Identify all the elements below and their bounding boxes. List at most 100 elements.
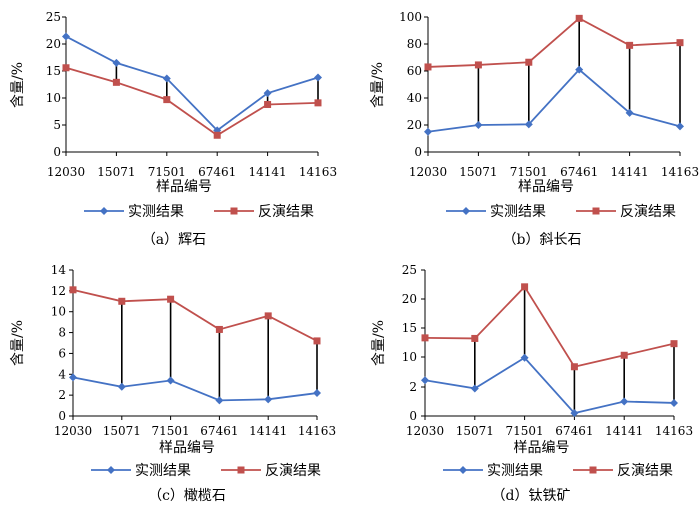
data-point-measured [424,127,432,136]
data-point-measured [670,398,678,407]
legend-label: 实测结果 [128,204,184,220]
data-point-measured [474,121,483,129]
data-point-inverted [264,100,272,108]
legend-marker-square [592,207,600,215]
data-point-inverted [471,334,479,342]
legend: 实测结果 反演结果 [446,204,676,220]
data-point-inverted [525,58,533,66]
y-tick-label: 2 [58,388,66,402]
series-line-1 [65,35,319,132]
data-point-measured [215,396,224,405]
y-axis-title: 含量/% [370,62,386,108]
x-tick-label: 67461 [200,424,238,438]
data-point-inverted [69,286,77,294]
x-axis-title: 样品编号 [156,179,212,195]
x-tick-label: 67461 [555,424,593,438]
y-tick-label: 20 [407,118,422,132]
data-point-inverted [264,312,272,320]
y-tick-label: 40 [407,91,422,105]
legend-marker-diamond [462,207,470,215]
chart-panel-2: 0 20 40 60 80 100 12030 15071 71501 67461 14141 141… [370,10,699,248]
data-point-measured [264,395,273,404]
x-axis-title: 样品编号 [518,179,574,195]
chart-caption: （c）橄榄石 [148,488,226,504]
series-line-1 [427,68,681,133]
x-tick-label: 15071 [97,165,135,179]
y-tick-label: 25 [46,10,61,24]
data-point-inverted [620,351,628,359]
data-point-measured [520,353,529,362]
data-point-inverted [474,61,482,69]
data-point-measured [112,58,121,67]
data-point-inverted [314,99,322,107]
data-point-inverted [575,14,583,22]
data-point-measured [263,89,272,98]
x-tick-label: 71501 [152,424,190,438]
y-tick-label: 25 [402,263,417,277]
legend-marker-square [230,207,238,215]
legend-label: 实测结果 [487,463,543,479]
legend: 实测结果 反演结果 [91,463,321,479]
legend-label: 反演结果 [617,463,673,479]
x-tick-label: 15071 [456,424,494,438]
y-tick-label: 5 [53,118,61,132]
data-point-measured [162,74,171,83]
x-tick-label: 14163 [661,165,699,179]
x-tick-label: 71501 [510,165,548,179]
y-tick-label: 14 [51,263,67,277]
x-tick-label: 14141 [605,424,643,438]
y-tick-label: 10 [51,305,66,319]
chart-caption: （a）辉石 [142,232,206,248]
data-point-measured [570,409,579,418]
data-point-inverted [626,41,634,49]
data-point-inverted [167,295,175,303]
series-line-2 [65,66,319,137]
legend-label: 反演结果 [265,463,321,479]
data-point-inverted [118,297,126,305]
y-tick-label: 80 [407,37,422,51]
legend-marker-diamond [100,207,108,215]
data-point-measured [62,32,70,41]
data-point-inverted [670,340,678,348]
legend-label: 实测结果 [490,204,546,220]
x-tick-label: 14163 [299,165,337,179]
data-point-measured [620,397,629,406]
data-point-inverted [213,131,221,139]
legend-marker-diamond [459,466,467,474]
legend: 实测结果 反演结果 [443,463,673,479]
data-point-measured [166,376,175,385]
x-tick-label: 15071 [103,424,141,438]
y-tick-label: 10 [46,91,61,105]
series-line-1 [424,356,675,415]
x-tick-label: 14141 [611,165,649,179]
chart-caption: （d）钛铁矿 [492,488,571,504]
legend-marker-square [589,466,597,474]
data-point-measured [625,108,634,117]
y-tick-label: 0 [53,145,61,159]
y-tick-label: 0 [414,145,422,159]
legend-label: 反演结果 [620,204,676,220]
legend-label: 实测结果 [135,463,191,479]
x-axis-title: 样品编号 [514,440,570,456]
x-axis-title: 样品编号 [159,440,215,456]
data-point-inverted [112,78,120,86]
chart-caption: （b）斜长石 [503,232,582,248]
x-tick-label: 12030 [54,424,92,438]
legend-label: 反演结果 [258,204,314,220]
x-tick-label: 14163 [298,424,336,438]
data-point-measured [575,65,584,74]
y-tick-label: 15 [402,321,417,335]
y-tick-label: 6 [58,346,66,360]
y-tick-label: 8 [58,326,66,340]
x-tick-label: 12030 [47,165,85,179]
series-line-2 [427,17,681,68]
data-point-inverted [62,64,70,72]
y-axis-title: 含量/% [10,320,26,366]
data-point-measured [69,373,77,382]
data-point-inverted [421,334,429,342]
data-point-measured [470,384,479,393]
x-tick-label: 67461 [560,165,598,179]
data-point-measured [117,382,126,391]
chart-panel-3: 0 2 4 6 8 10 12 14 12030 15071 71501 67461 14141 1416… [10,263,336,504]
y-tick-label: 10 [402,350,417,364]
